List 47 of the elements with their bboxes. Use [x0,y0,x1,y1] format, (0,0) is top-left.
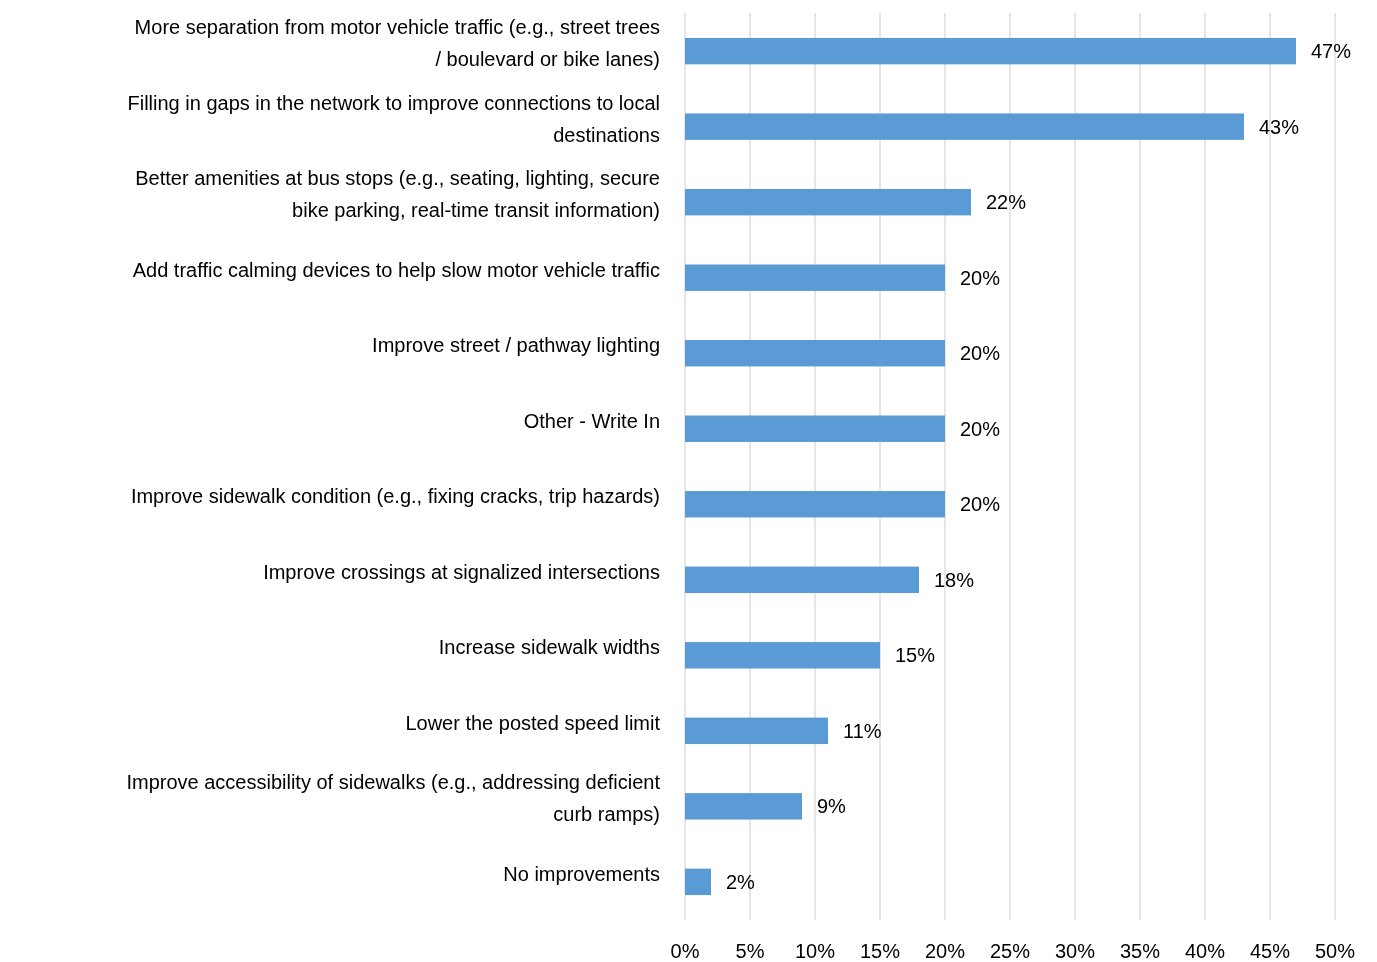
y-tick-label: Improve sidewalk condition (e.g., fixing cracks, trip hazards) [130,485,660,508]
x-tick-label: 0% [670,940,700,962]
bar [685,566,919,593]
bar [685,491,945,518]
bar [685,264,945,291]
bar [685,868,711,896]
x-tick-label: 45% [1249,940,1291,962]
bar [685,642,880,669]
bar [685,717,828,745]
x-tick-label: 50% [1314,940,1356,962]
y-tick-label: No improvements [503,862,660,885]
y-tick-label: Add traffic calming devices to help slow motor vehicle traffic [132,258,660,281]
data-label: 9% [817,795,847,818]
data-label: 2% [726,870,756,893]
x-tick-label: 30% [1054,940,1096,962]
y-tick-label: Other - Write In [523,409,660,432]
data-label: 15% [895,644,936,667]
y-tick-label: Improve crossings at signalized intersections [263,560,660,583]
data-label: 47% [1311,40,1352,63]
y-tick-label: Improve street / pathway lighting [372,334,660,357]
y-tick-label: Improve accessibility of sidewalks (e.g., addressing deficient curb ramps) [126,771,661,826]
bar [685,793,802,820]
data-label: 11% [843,719,882,742]
x-tick-label: 15% [859,940,901,962]
data-label: 20% [960,342,1001,365]
data-label: 43% [1259,115,1300,138]
y-tick-label: Increase sidewalk widths [438,636,660,659]
bar [685,37,1296,65]
x-tick-label: 35% [1119,940,1161,962]
data-label: 18% [934,568,975,591]
bar [685,113,1244,140]
x-tick-label: 25% [989,940,1031,962]
bar [685,415,945,442]
y-tick-label: Better amenities at bus stops (e.g., seating, lighting, secure bike parking, real-time transit information) [135,167,660,222]
data-label: 20% [960,493,1001,516]
data-label: 20% [960,266,1001,289]
bar [685,340,945,367]
y-tick-label: Filling in gaps in the network to improve connections to local destinations [127,91,660,146]
data-label: 20% [960,417,1001,440]
y-tick-label: Lower the posted speed limit [405,711,661,734]
x-tick-label: 20% [924,940,966,962]
y-tick-label: More separation from motor vehicle traffic (e.g., street trees / boulevard or bike lanes) [134,16,660,71]
bar [685,188,971,216]
x-tick-label: 40% [1184,940,1226,962]
x-tick-label: 10% [794,940,836,962]
data-label: 22% [986,191,1027,214]
x-tick-label: 5% [735,940,765,962]
